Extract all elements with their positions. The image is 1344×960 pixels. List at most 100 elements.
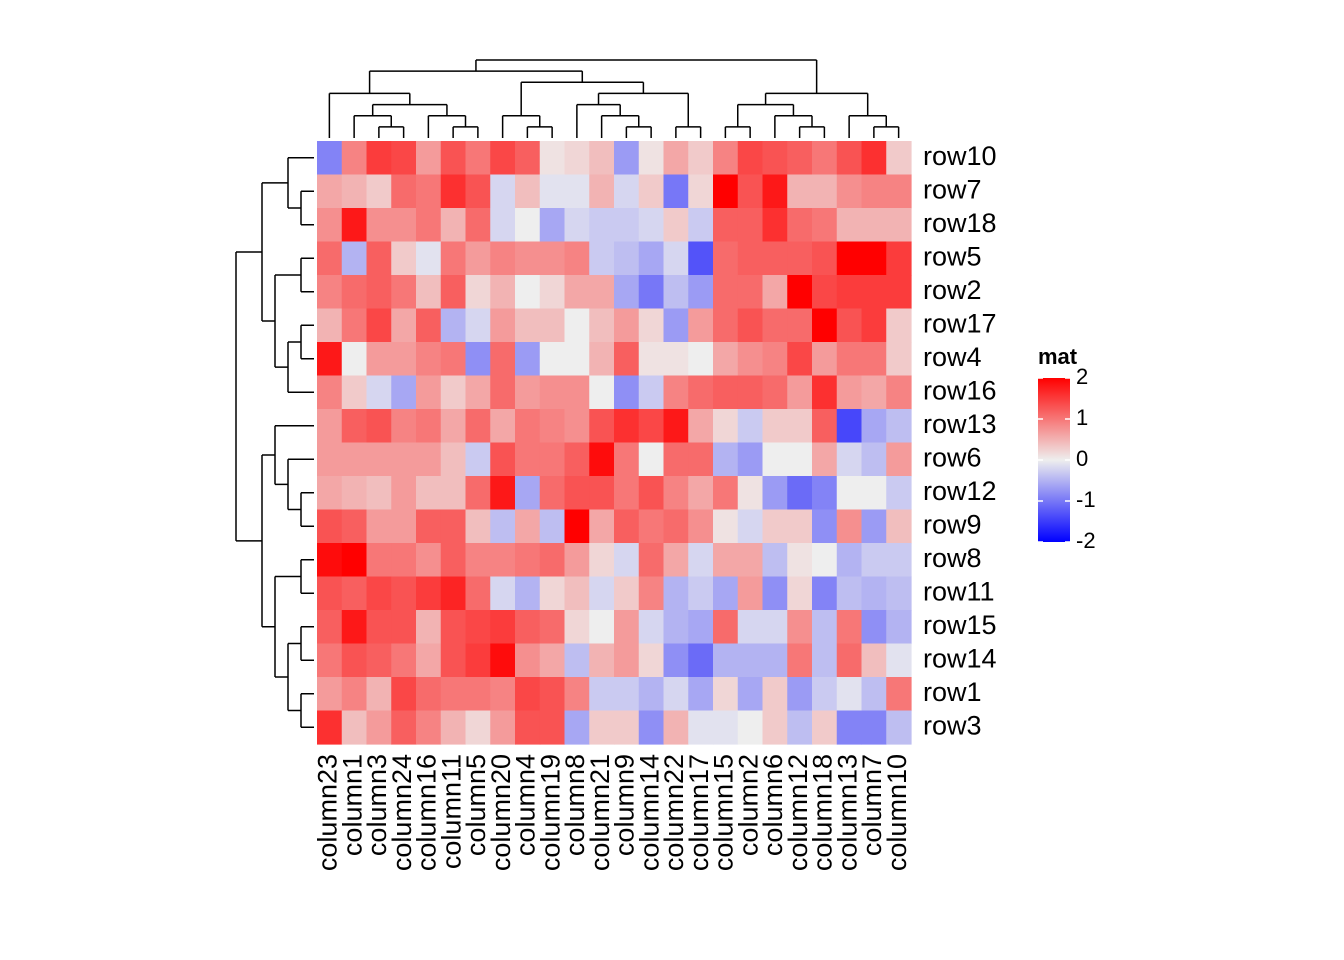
heatmap-cell [861,208,887,243]
heatmap-cell [490,677,516,712]
heatmap-cell [638,442,665,477]
heatmap-cell [663,576,689,611]
heatmap-cell [465,409,491,444]
row-label: row1 [923,677,982,707]
heatmap-cell [688,375,714,410]
legend-color-bar [1038,378,1070,542]
heatmap-cell [638,375,665,410]
heatmap-cell [614,275,640,310]
heatmap-cell [614,543,640,578]
heatmap-cell [416,576,442,611]
heatmap-cell [614,643,640,678]
heatmap-cell [539,442,566,477]
heatmap-cell [539,677,566,712]
heatmap-cell [762,543,788,578]
heatmap-cell [589,308,615,343]
heatmap-cell [886,141,912,176]
heatmap-cell [391,543,417,578]
heatmap-cell [391,275,417,310]
heatmap-cell [688,509,714,544]
heatmap-cell [564,375,590,410]
heatmap-cell [787,677,813,712]
heatmap-cell [663,710,689,745]
column-label: column4 [511,754,541,856]
heatmap-cell [490,576,516,611]
column-label: column8 [560,754,590,856]
row-label: row3 [923,710,982,740]
heatmap-cell [317,509,343,544]
heatmap-cell [737,509,764,544]
heatmap-cell [341,342,368,377]
heatmap-cell [366,610,392,645]
heatmap-cell [515,208,541,243]
heatmap-cell [836,241,863,276]
heatmap-cell [737,241,764,276]
heatmap-cell [366,442,392,477]
heatmap-cell [539,576,566,611]
heatmap-cell [762,643,788,678]
heatmap-cell [440,509,467,544]
heatmap-cell [836,275,863,310]
heatmap-cell [317,543,343,578]
heatmap-cell [861,342,887,377]
heatmap-cell [440,409,467,444]
heatmap-cell [416,643,442,678]
heatmap-cell [515,543,541,578]
heatmap-cell [688,643,714,678]
heatmap-cell [515,375,541,410]
heatmap-cell [564,241,590,276]
heatmap-cell [564,409,590,444]
heatmap-cell [663,610,689,645]
heatmap-cell [440,141,467,176]
heatmap-cell [490,275,516,310]
heatmap-cell [589,543,615,578]
heatmap-cell [515,710,541,745]
heatmap-cell [663,308,689,343]
heatmap-cell [638,308,665,343]
row-label: row6 [923,442,982,472]
heatmap-cell [663,543,689,578]
heatmap-cell [663,375,689,410]
heatmap-cell [589,208,615,243]
heatmap-cell [465,476,491,511]
heatmap-cell [614,509,640,544]
heatmap-cell [564,677,590,712]
heatmap-cell [589,509,615,544]
column-label: column2 [733,754,763,856]
heatmap-cell [515,141,541,176]
heatmap-cell [589,442,615,477]
heatmap-cell [564,710,590,745]
heatmap-cell [440,677,467,712]
heatmap-cell [638,543,665,578]
heatmap-cell [886,710,912,745]
heatmap-cell [317,476,343,511]
column-label: column18 [808,754,838,871]
heatmap-cell [366,643,392,678]
heatmap-cell [416,610,442,645]
heatmap-cell [861,643,887,678]
heatmap-cell [787,409,813,444]
heatmap-cell [317,710,343,745]
heatmap-cell [440,208,467,243]
heatmap-cell [737,342,764,377]
row-label: row4 [923,342,982,372]
heatmap-cell [688,476,714,511]
heatmap-cell [515,442,541,477]
heatmap-cell [713,610,739,645]
heatmap-cell [812,241,838,276]
heatmap-cell [812,141,838,176]
heatmap-cell [737,141,764,176]
heatmap-cell [490,208,516,243]
heatmap-cell [416,308,442,343]
row-label: row8 [923,543,982,573]
heatmap-cell [688,710,714,745]
heatmap-cell [539,409,566,444]
heatmap-cell [787,509,813,544]
heatmap-cell [440,275,467,310]
color-legend: mat 2 1 0 -1 -2 [1038,344,1096,553]
heatmap-cell [366,275,392,310]
heatmap-cell [737,677,764,712]
heatmap-cell [812,174,838,209]
heatmap-cell [465,308,491,343]
